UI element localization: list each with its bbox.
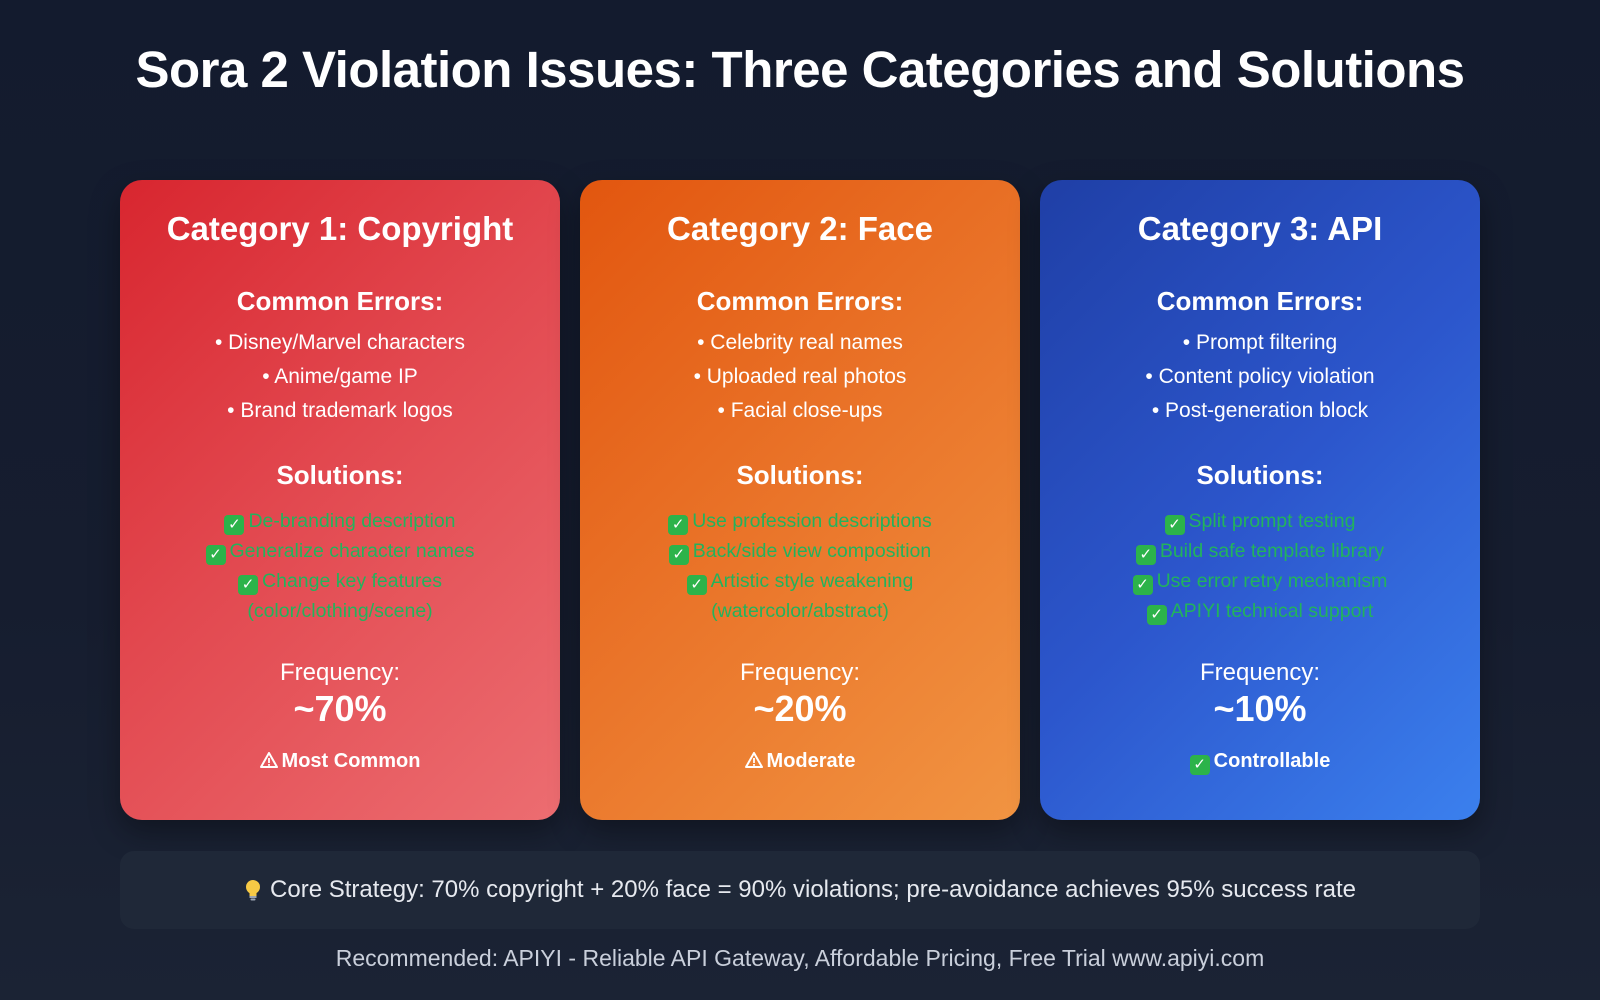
frequency-block: Frequency: ~70% Most Common xyxy=(120,658,560,774)
errors-list: • Celebrity real names • Uploaded real p… xyxy=(580,326,1020,428)
solution-item: ✓ Use error retry mechanism xyxy=(1040,566,1480,596)
frequency-block: Frequency: ~20% Moderate xyxy=(580,658,1020,774)
card-title: Category 3: API xyxy=(1137,210,1383,247)
card-title: Category 1: Copyright xyxy=(166,210,514,247)
error-item: • Uploaded real photos xyxy=(693,365,907,388)
solution-item: ✓ Artistic style weakening xyxy=(580,566,1020,596)
error-item: • Brand trademark logos xyxy=(227,399,453,422)
frequency-value: ~10% xyxy=(1213,688,1307,729)
check-icon: ✓ xyxy=(205,545,226,565)
check-icon: ✓ xyxy=(1132,575,1153,595)
error-item: • Prompt filtering xyxy=(1182,331,1338,354)
solution-item: (watercolor/abstract) xyxy=(711,600,889,622)
errors-heading: Common Errors: xyxy=(696,286,904,316)
check-icon: ✓ xyxy=(238,575,259,595)
check-icon: ✓ xyxy=(1164,515,1185,535)
solution-item: ✓ Split prompt testing xyxy=(1040,506,1480,536)
errors-heading: Common Errors: xyxy=(1156,286,1364,316)
solutions-list: ✓ Use profession descriptions ✓ Back/side … xyxy=(580,506,1020,626)
check-icon: ✓ xyxy=(224,515,245,535)
frequency-label: Frequency: xyxy=(1199,659,1321,686)
solution-item: ✓ APIYI technical support xyxy=(1040,596,1480,626)
solution-item: ✓ Use profession descriptions xyxy=(580,506,1020,536)
core-strategy-banner: Core Strategy: 70% copyright + 20% face … xyxy=(120,851,1480,929)
lightbulb-icon xyxy=(246,880,261,901)
warning-icon xyxy=(259,752,278,768)
solution-item: ✓ De-branding description xyxy=(120,506,560,536)
frequency-value: ~70% xyxy=(293,688,387,729)
solutions-list: ✓ Split prompt testing ✓ Build safe templa… xyxy=(1040,506,1480,626)
error-item: • Facial close-ups xyxy=(717,399,883,422)
frequency-label: Frequency: xyxy=(739,659,861,686)
status-badge: Most Common xyxy=(120,748,560,774)
check-icon: ✓ xyxy=(686,575,707,595)
errors-list: • Prompt filtering • Content policy viol… xyxy=(1040,326,1480,428)
solution-item: ✓ Generalize character names xyxy=(120,536,560,566)
solutions-list: ✓ De-branding description ✓ Generalize cha… xyxy=(120,506,560,626)
solution-item: ✓ Build safe template library xyxy=(1040,536,1480,566)
check-icon: ✓ xyxy=(1146,605,1167,625)
recommendation-footer: Recommended: APIYI - Reliable API Gatewa… xyxy=(335,945,1265,971)
error-item: • Post-generation block xyxy=(1151,399,1369,422)
category-cards: Category 1: Copyright Common Errors: • D… xyxy=(120,180,1480,820)
check-icon: ✓ xyxy=(668,515,689,535)
warning-icon xyxy=(744,752,763,768)
page-title: Sora 2 Violation Issues: Three Categorie… xyxy=(135,41,1465,98)
solutions-heading: Solutions: xyxy=(736,460,864,490)
status-badge: ✓ Controllable xyxy=(1040,748,1480,775)
solution-item: ✓ Change key features xyxy=(120,566,560,596)
solutions-heading: Solutions: xyxy=(1196,460,1324,490)
solutions-heading: Solutions: xyxy=(276,460,404,490)
card-api: Category 3: API Common Errors: • Prompt … xyxy=(1040,180,1480,820)
error-item: • Content policy violation xyxy=(1145,365,1375,388)
frequency-block: Frequency: ~10% ✓ Controllable xyxy=(1040,658,1480,775)
frequency-value: ~20% xyxy=(753,688,847,729)
errors-list: • Disney/Marvel characters • Anime/game … xyxy=(120,326,560,428)
frequency-label: Frequency: xyxy=(279,659,401,686)
solution-item: (color/clothing/scene) xyxy=(247,600,433,622)
card-face: Category 2: Face Common Errors: • Celebr… xyxy=(580,180,1020,820)
check-icon: ✓ xyxy=(668,545,689,565)
errors-heading: Common Errors: xyxy=(236,286,444,316)
card-copyright: Category 1: Copyright Common Errors: • D… xyxy=(120,180,560,820)
card-title: Category 2: Face xyxy=(667,210,933,247)
error-item: • Celebrity real names xyxy=(697,331,903,354)
status-badge: Moderate xyxy=(580,748,1020,774)
check-icon: ✓ xyxy=(1189,755,1210,775)
strategy-text: Core Strategy: 70% copyright + 20% face … xyxy=(270,876,1356,903)
error-item: • Disney/Marvel characters xyxy=(214,331,466,354)
error-item: • Anime/game IP xyxy=(262,365,418,388)
solution-item: ✓ Back/side view composition xyxy=(580,536,1020,566)
check-icon: ✓ xyxy=(1135,545,1156,565)
